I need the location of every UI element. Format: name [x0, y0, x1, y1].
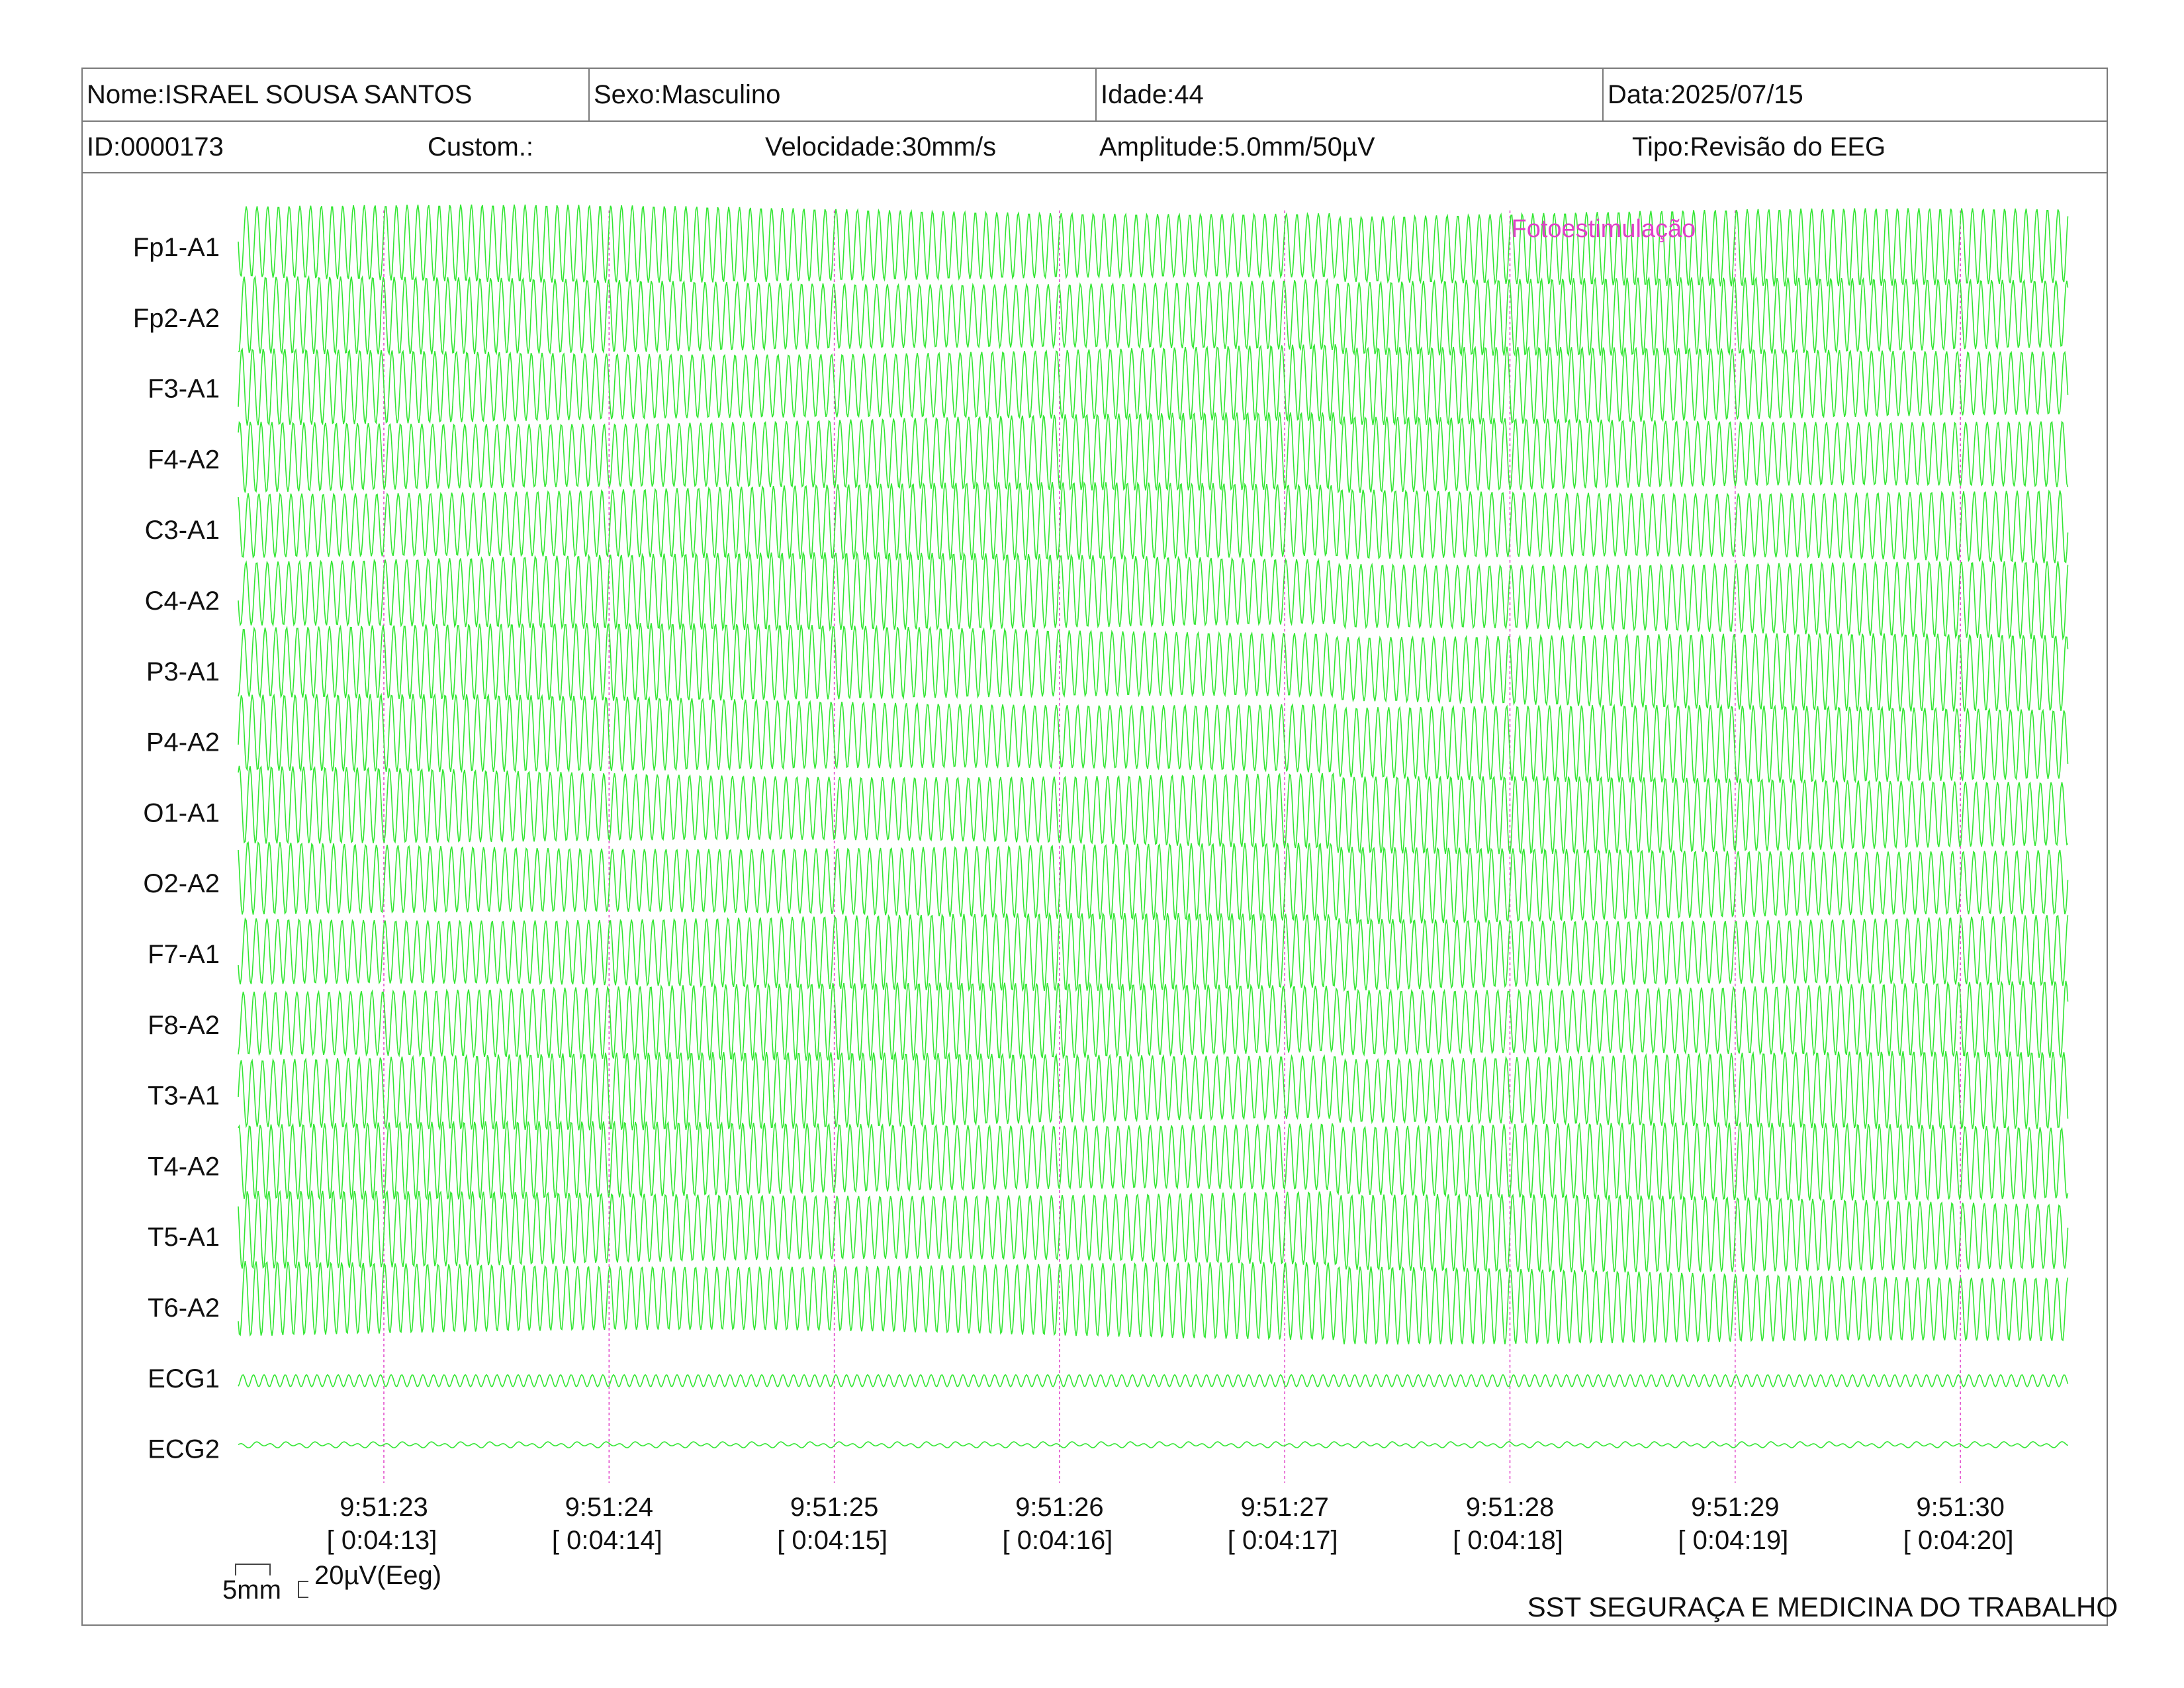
channel-label: F3-A1 [148, 375, 220, 404]
channel-label: Fp1-A1 [133, 233, 220, 262]
organization-footer: SST SEGURAÇA E MEDICINA DO TRABALHO [1527, 1591, 2118, 1622]
channel-trace [238, 412, 2069, 494]
time-tick-clock: 9:51:27 [1240, 1493, 1328, 1522]
header-row-2: ID:0000173 Custom.: Velocidade:30mm/s Am… [83, 122, 2107, 173]
channel-trace [238, 765, 2069, 855]
channel-label: C4-A2 [145, 586, 220, 616]
time-tick-elapsed: [ 0:04:18] [1453, 1526, 1563, 1555]
channel-label: ECG1 [148, 1364, 220, 1393]
channel-trace [238, 1190, 2069, 1274]
amplitude-setting: Amplitude:5.0mm/50µV [1099, 132, 1375, 162]
channel-trace [238, 204, 2069, 287]
custom-field: Custom.: [428, 132, 534, 162]
time-tick-elapsed: [ 0:04:17] [1228, 1526, 1338, 1555]
header-row-1: Nome:ISRAEL SOUSA SANTOS Sexo:Masculino … [83, 69, 2107, 122]
time-tick-elapsed: [ 0:04:19] [1678, 1526, 1788, 1555]
channel-trace [238, 623, 2069, 712]
time-tick-clock: 9:51:28 [1466, 1493, 1554, 1522]
channel-trace [238, 551, 2069, 641]
exam-date: Data:2025/07/15 [1602, 69, 2107, 120]
calibration-scale: 5mm 20µV(Eeg) [218, 1561, 503, 1609]
channel-trace [238, 980, 2069, 1062]
channel-trace [238, 1441, 2068, 1448]
patient-name: Nome:ISRAEL SOUSA SANTOS [87, 79, 473, 109]
time-tick-elapsed: [ 0:04:20] [1903, 1526, 2014, 1555]
channel-label: T5-A1 [148, 1223, 220, 1252]
time-tick-clock: 9:51:25 [790, 1493, 878, 1522]
channel-label: T3-A1 [148, 1082, 220, 1111]
channel-label: F8-A2 [148, 1011, 220, 1040]
channel-label: O1-A1 [143, 798, 220, 827]
channel-trace [238, 841, 2069, 925]
paper-speed: Velocidade:30mm/s [765, 132, 997, 162]
channel-trace [238, 1374, 2069, 1387]
time-tick-elapsed: [ 0:04:14] [552, 1526, 662, 1555]
channel-label: O2-A2 [143, 869, 220, 898]
channel-label: T4-A2 [148, 1152, 220, 1181]
time-tick-elapsed: [ 0:04:15] [777, 1526, 887, 1555]
channel-label: ECG2 [148, 1435, 220, 1464]
channel-label: C3-A1 [145, 516, 220, 545]
channel-trace [238, 343, 2069, 426]
amplitude-scale-label: 20µV(Eeg) [314, 1561, 442, 1590]
time-tick-clock: 9:51:26 [1015, 1493, 1103, 1522]
patient-sex: Sexo:Masculino [588, 69, 1095, 120]
channel-trace [238, 1051, 2069, 1131]
time-tick-clock: 9:51:30 [1916, 1493, 2004, 1522]
channel-trace [238, 1120, 2069, 1202]
channel-label: T6-A2 [148, 1293, 220, 1323]
channel-trace [238, 912, 2069, 992]
channel-trace [238, 692, 2069, 784]
time-tick-clock: 9:51:24 [565, 1493, 653, 1522]
channel-trace [238, 481, 2069, 564]
channel-label: F4-A2 [148, 445, 220, 474]
review-type: Tipo:Revisão do EEG [1632, 132, 1886, 162]
channel-trace [238, 1260, 2069, 1345]
channel-label: P3-A1 [146, 657, 220, 686]
amplitude-scale-bar [298, 1581, 308, 1598]
time-tick-clock: 9:51:29 [1691, 1493, 1779, 1522]
time-tick-clock: 9:51:23 [340, 1493, 428, 1522]
patient-id: ID:0000173 [87, 132, 224, 162]
time-tick-elapsed: [ 0:04:16] [1003, 1526, 1113, 1555]
time-tick-elapsed: [ 0:04:13] [327, 1526, 437, 1555]
report-frame: Nome:ISRAEL SOUSA SANTOS Sexo:Masculino … [81, 68, 2108, 1626]
channel-label: P4-A2 [146, 728, 220, 757]
channel-trace [238, 275, 2069, 357]
patient-age: Idade:44 [1095, 69, 1602, 120]
channel-label: F7-A1 [148, 940, 220, 969]
event-annotation: Fotoestimulação [1512, 215, 1696, 243]
time-scale-label: 5mm [222, 1575, 281, 1605]
time-scale-bracket [235, 1564, 271, 1575]
channel-label: Fp2-A2 [133, 304, 220, 333]
